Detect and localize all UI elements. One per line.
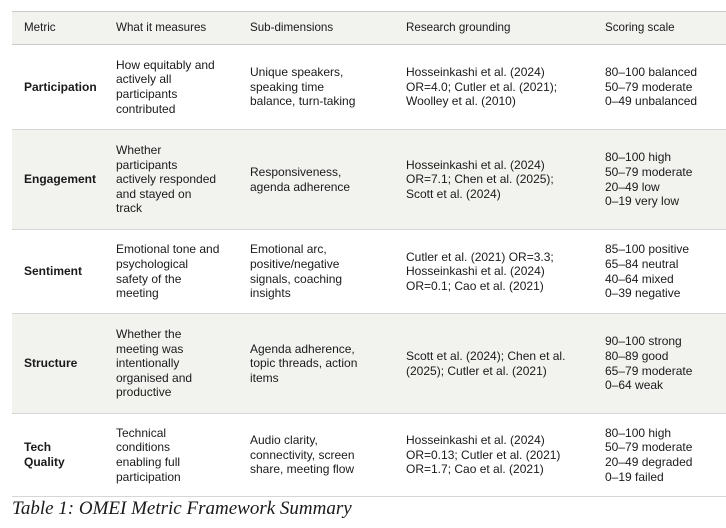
metric-framework-table: Metric What it measures Sub-dimensions R… bbox=[12, 11, 726, 497]
metric-name: Sentiment bbox=[24, 264, 83, 279]
sub-dimensions-cell: Emotional arc, positive/negative signals… bbox=[250, 242, 343, 301]
sub-dimensions-cell: Audio clarity, connectivity, screen shar… bbox=[250, 433, 355, 477]
research-grounding-cell: Cutler et al. (2021) OR=3.3; Hosseinkash… bbox=[406, 249, 554, 293]
table-row-engagement: Engagement Whether participants actively… bbox=[12, 130, 726, 230]
table-caption: Table 1: OMEI Metric Framework Summary bbox=[12, 498, 352, 519]
header-scoring-scale: Scoring scale bbox=[605, 20, 675, 34]
table-row-structure: Structure Whether the meeting was intent… bbox=[12, 314, 726, 414]
metric-name: Participation bbox=[24, 79, 97, 94]
scoring-scale-cell: 80–100 high 50–79 moderate 20–49 low 0–1… bbox=[605, 150, 693, 209]
header-research-grounding: Research grounding bbox=[406, 20, 511, 34]
what-it-measures-cell: Whether the meeting was intentionally or… bbox=[116, 327, 193, 400]
research-grounding-cell: Hosseinkashi et al. (2024) OR=0.13; Cutl… bbox=[406, 433, 561, 477]
research-grounding-cell: Hosseinkashi et al. (2024) OR=4.0; Cutle… bbox=[406, 65, 558, 109]
sub-dimensions-cell: Agenda adherence, topic threads, action … bbox=[250, 341, 358, 385]
research-grounding-cell: Scott et al. (2024); Chen et al. (2025);… bbox=[406, 348, 566, 378]
table-row-tech-quality: Tech Quality Technical conditions enabli… bbox=[12, 414, 726, 497]
table-row-sentiment: Sentiment Emotional tone and psychologic… bbox=[12, 230, 726, 314]
scoring-scale-cell: 90–100 strong 80–89 good 65–79 moderate … bbox=[605, 334, 693, 393]
what-it-measures-cell: Technical conditions enabling full parti… bbox=[116, 425, 181, 484]
research-grounding-cell: Hosseinkashi et al. (2024) OR=7.1; Chen … bbox=[406, 157, 554, 201]
metric-name: Structure bbox=[24, 356, 78, 371]
metric-name: Engagement bbox=[24, 172, 97, 187]
what-it-measures-cell: Whether participants actively responded … bbox=[116, 143, 217, 216]
sub-dimensions-cell: Unique speakers, speaking time balance, … bbox=[250, 65, 356, 109]
header-sub-dimensions: Sub-dimensions bbox=[250, 20, 334, 34]
sub-dimensions-cell: Responsiveness, agenda adherence bbox=[250, 164, 351, 194]
table-row-participation: Participation How equitably and actively… bbox=[12, 45, 726, 130]
scoring-scale-cell: 80–100 high 50–79 moderate 20–49 degrade… bbox=[605, 425, 693, 484]
what-it-measures-cell: Emotional tone and psychological safety … bbox=[116, 242, 220, 301]
table-header-row: Metric What it measures Sub-dimensions R… bbox=[12, 12, 726, 45]
scoring-scale-cell: 85–100 positive 65–84 neutral 40–64 mixe… bbox=[605, 242, 690, 301]
header-metric: Metric bbox=[24, 20, 56, 34]
header-what-it-measures: What it measures bbox=[116, 20, 207, 34]
metric-name: Tech Quality bbox=[24, 440, 65, 469]
what-it-measures-cell: How equitably and actively all participa… bbox=[116, 57, 215, 116]
scoring-scale-cell: 80–100 balanced 50–79 moderate 0–49 unba… bbox=[605, 65, 698, 109]
